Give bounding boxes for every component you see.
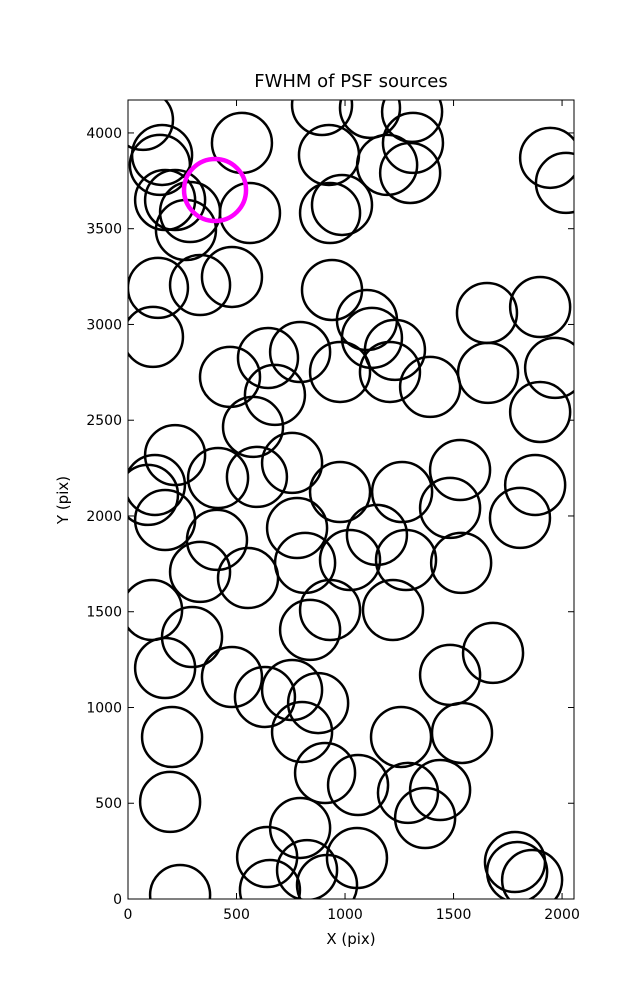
source-circle (160, 605, 224, 669)
source-circle (298, 578, 362, 642)
source-circle (298, 181, 362, 245)
source-circle (225, 445, 289, 509)
source-circle (408, 758, 472, 822)
source-circle (286, 671, 350, 735)
source-circle (140, 705, 204, 769)
y-tick-label: 1500 (86, 605, 122, 621)
source-circle (235, 825, 299, 889)
plot-frame (127, 99, 575, 900)
source-circle (273, 531, 337, 595)
source-circle (308, 460, 372, 524)
source-circle (393, 786, 457, 850)
source-circle (268, 796, 332, 860)
source-circle (503, 453, 567, 517)
source-circle (363, 318, 427, 382)
source-circle (508, 380, 572, 444)
source-circle (121, 305, 185, 369)
source-circle (326, 753, 390, 817)
y-tick-label: 4000 (86, 126, 122, 142)
source-circle (318, 528, 382, 592)
highlight-circle (181, 156, 249, 224)
mask (0, 0, 128, 1000)
source-circle (236, 326, 300, 390)
y-tick-label: 2500 (86, 413, 122, 429)
y-tick-label: 2000 (86, 509, 122, 525)
source-circle (143, 168, 207, 232)
source-circle (243, 363, 307, 427)
source-circle (200, 645, 264, 709)
source-circle (361, 578, 425, 642)
source-circle (270, 700, 334, 764)
source-circle (218, 181, 282, 245)
source-circle (128, 133, 192, 197)
x-tick-label: 500 (223, 907, 250, 923)
source-circle (233, 665, 297, 729)
source-circle (210, 111, 274, 175)
source-circle (429, 531, 493, 595)
source-circle (488, 486, 552, 550)
source-circle (278, 598, 342, 662)
source-circle (186, 446, 250, 510)
source-circle (310, 173, 374, 237)
source-circle (126, 256, 190, 320)
source-circle (265, 496, 329, 560)
mask (574, 0, 637, 1000)
source-circle (200, 245, 264, 309)
source-circle (508, 275, 572, 339)
source-circle (133, 636, 197, 700)
x-tick-label: 1500 (436, 907, 472, 923)
source-circle (398, 355, 462, 419)
source-circle (221, 395, 285, 459)
source-circle (456, 341, 520, 405)
source-circle (168, 540, 232, 604)
source-circle (376, 761, 440, 825)
source-circle (300, 258, 364, 322)
source-circle (430, 701, 494, 765)
source-circle (358, 340, 422, 404)
y-tick-label: 3000 (86, 317, 122, 333)
chart-title: FWHM of PSF sources (254, 71, 448, 92)
y-axis-label: Y (pix) (54, 476, 72, 525)
x-tick-label: 1000 (327, 907, 363, 923)
source-circle (293, 741, 357, 805)
y-tick-label: 0 (113, 892, 122, 908)
source-circle (374, 528, 438, 592)
source-circle (381, 111, 445, 175)
x-tick-label: 2000 (544, 907, 580, 923)
source-circle (418, 476, 482, 540)
source-circle (308, 340, 372, 404)
source-circle (297, 123, 361, 187)
source-circle (268, 320, 332, 384)
y-tick-label: 500 (95, 796, 122, 812)
source-circle (378, 141, 442, 205)
source-circle (168, 253, 232, 317)
source-circle (370, 460, 434, 524)
y-tick-label: 3500 (86, 222, 122, 238)
source-circle (216, 546, 280, 610)
source-circle (185, 508, 249, 572)
source-circle (260, 431, 324, 495)
source-circle (461, 621, 525, 685)
source-circle (428, 438, 492, 502)
source-circle (340, 306, 404, 370)
source-circle (120, 578, 184, 642)
source-circle (455, 281, 519, 345)
x-axis-label: X (pix) (326, 930, 375, 948)
y-tick-label: 1000 (86, 700, 122, 716)
source-circle (138, 770, 202, 834)
source-circle (369, 705, 433, 769)
x-tick-label: 0 (124, 907, 133, 923)
